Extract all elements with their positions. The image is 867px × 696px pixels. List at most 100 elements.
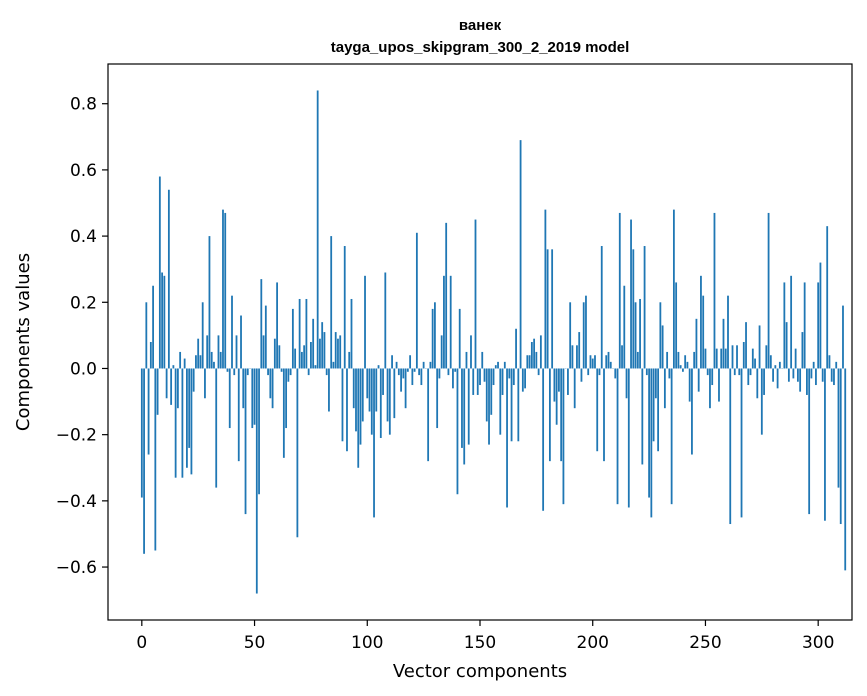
bar [621,345,623,369]
bar [357,368,360,468]
bar [774,365,777,369]
bar [303,345,306,369]
bar [787,368,790,382]
y-tick-label: −0.4 [56,492,97,512]
bar [262,335,265,369]
bar [605,355,608,369]
bar [368,368,371,412]
bar [661,325,664,369]
bar [718,368,720,402]
bar [776,368,779,389]
bar [391,355,393,369]
bar [411,368,414,386]
y-tick-label: 0.0 [70,359,97,379]
bar [440,335,443,369]
bar [623,285,626,369]
bar [747,368,750,386]
bar [244,368,247,515]
bar [677,351,680,369]
bar [393,368,396,419]
bar [264,305,267,369]
bar [305,298,308,369]
bar [321,322,324,369]
bar [754,358,756,369]
bar [668,368,671,379]
bar [616,368,619,505]
bar [826,226,829,369]
bar [675,282,678,369]
bar [147,368,150,455]
bar [553,368,556,402]
bar [711,368,714,386]
bar [700,275,702,369]
bar [765,345,768,369]
bar [285,368,288,429]
bar [589,355,592,369]
bar [434,302,436,369]
bar [219,351,222,369]
bar [842,305,844,369]
bar [652,368,655,442]
bar [449,275,452,369]
bar [587,368,590,376]
bar [614,368,617,379]
bar [163,275,166,369]
bar [537,368,540,376]
bar [197,338,200,369]
bar [316,90,319,369]
bar [828,355,831,369]
bar [319,338,321,369]
bar [659,302,662,369]
y-tick-label: 0.6 [70,161,97,181]
bar [819,262,822,369]
bar [596,368,599,452]
bar [778,361,781,369]
bar [639,298,641,369]
bar [395,361,398,369]
bar [742,342,745,369]
bar [359,368,362,445]
bar [499,368,502,435]
bar [454,368,457,372]
bar [625,368,628,399]
bar [693,351,696,369]
x-tick-label: 100 [351,633,383,653]
bar [222,209,224,369]
bar [713,212,716,369]
bar [334,332,337,369]
bar [801,332,804,369]
bar [379,368,382,438]
y-tick-label: 0.4 [70,227,97,247]
bar [186,368,188,468]
bar [260,279,263,369]
bar [634,302,637,369]
bar [503,361,506,369]
bar [769,355,772,369]
bar [815,368,817,386]
bar [165,368,168,399]
bar [821,368,824,382]
bar [323,332,326,369]
bar [231,295,233,369]
bar [636,351,639,369]
bar [204,368,206,399]
bar [332,361,335,369]
bar [472,368,475,395]
bar [172,365,175,369]
bar [736,345,738,369]
bar [481,351,484,369]
bar [350,298,353,369]
bar [510,368,513,442]
bar [420,368,423,386]
bar [474,219,477,369]
bar [598,368,601,376]
bar [679,365,682,369]
bar [603,368,605,462]
bar [276,282,278,369]
bar [830,368,833,382]
bar [273,338,276,369]
bar [307,368,310,376]
bar [483,368,486,382]
bar [835,361,838,369]
